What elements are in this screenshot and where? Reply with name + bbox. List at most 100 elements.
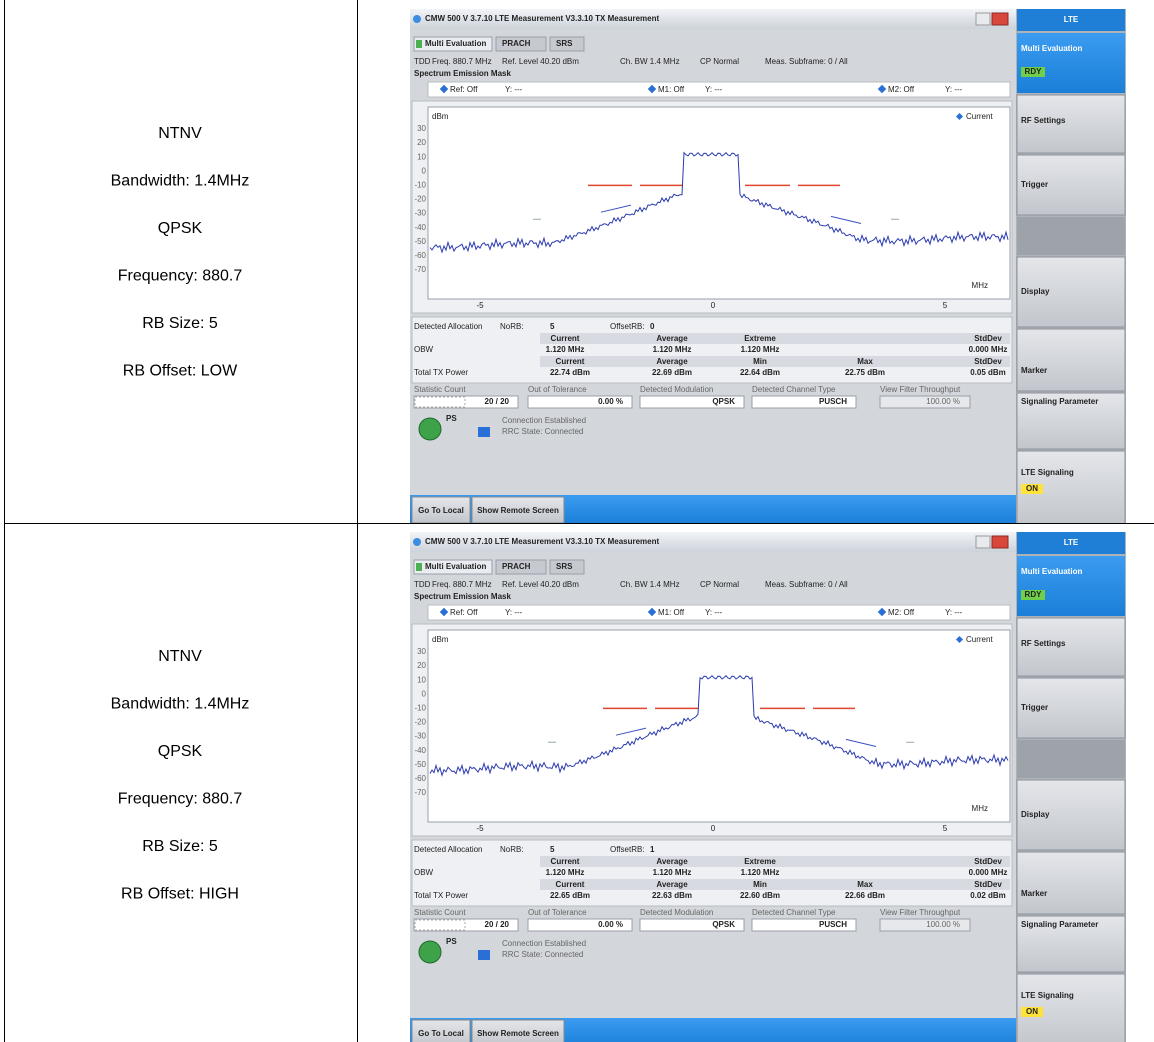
column-header: StdDev bbox=[974, 857, 1002, 866]
window-button bbox=[976, 536, 990, 548]
statistic-label: Detected Channel Type bbox=[752, 908, 836, 917]
y-axis-label: 20 bbox=[417, 661, 426, 670]
y-axis-label: 30 bbox=[417, 647, 426, 656]
x-axis-label: 0 bbox=[711, 301, 716, 310]
info-field: TDD bbox=[414, 580, 431, 589]
allocation-field: 1 bbox=[650, 845, 655, 854]
result-value: 0.05 dBm bbox=[970, 368, 1006, 377]
x-unit: MHz bbox=[972, 804, 988, 813]
marker-field: Y: --- bbox=[505, 608, 523, 617]
allocation-field: 5 bbox=[550, 322, 555, 331]
statistic-value: 100.00 % bbox=[926, 397, 960, 406]
status-label: RDY bbox=[1025, 67, 1043, 76]
document-table: NTNVBandwidth: 1.4MHzQPSKFrequency: 880.… bbox=[0, 0, 1154, 1042]
status-label: RDY bbox=[1025, 590, 1043, 599]
y-axis-label: 10 bbox=[417, 152, 426, 161]
sidebar-button[interactable] bbox=[1017, 33, 1125, 93]
description-line: RB Size: 5 bbox=[142, 838, 218, 855]
y-axis-label: -70 bbox=[414, 788, 426, 797]
y-unit: dBm bbox=[432, 635, 449, 644]
info-field: Ref. Level 40.20 dBm bbox=[502, 580, 579, 589]
page-body: NTNVBandwidth: 1.4MHzQPSKFrequency: 880.… bbox=[0, 0, 1154, 1042]
x-axis-label: 5 bbox=[943, 301, 948, 310]
statistic-label: View Filter Throughput bbox=[880, 385, 961, 394]
view-title: Spectrum Emission Mask bbox=[414, 592, 511, 601]
legend-label: Current bbox=[966, 112, 993, 121]
column-header: StdDev bbox=[974, 880, 1002, 889]
close-button bbox=[992, 536, 1008, 548]
row-label: OBW bbox=[414, 345, 434, 354]
column-header: Current bbox=[556, 357, 585, 366]
y-axis-label: -10 bbox=[414, 704, 426, 713]
tab-indicator bbox=[416, 40, 422, 48]
result-value: 1.120 MHz bbox=[546, 868, 585, 877]
description-line: Bandwidth: 1.4MHz bbox=[111, 696, 250, 713]
info-field: TDD bbox=[414, 57, 431, 66]
statistic-value: PUSCH bbox=[819, 920, 847, 929]
legend-label: Current bbox=[966, 635, 993, 644]
marker-field: Y: --- bbox=[505, 85, 523, 94]
info-field: Meas. Subframe: 0 / All bbox=[765, 580, 848, 589]
sidebar-button[interactable] bbox=[1017, 329, 1125, 391]
title-bar-text: CMW 500 V 3.7.10 LTE Measurement V3.3.10… bbox=[425, 537, 660, 546]
connection-field: PS bbox=[446, 414, 457, 423]
window-button bbox=[976, 13, 990, 25]
description-line: Frequency: 880.7 bbox=[118, 268, 243, 285]
result-value: 22.64 dBm bbox=[740, 368, 780, 377]
view-title: Spectrum Emission Mask bbox=[414, 69, 511, 78]
description-line: RB Offset: LOW bbox=[123, 363, 238, 380]
allocation-field: OffsetRB: bbox=[610, 322, 645, 331]
result-value: 22.65 dBm bbox=[550, 891, 590, 900]
description-line: QPSK bbox=[158, 743, 203, 760]
connection-icon bbox=[419, 418, 441, 440]
y-axis-label: -20 bbox=[414, 195, 426, 204]
marker-field: Y: --- bbox=[945, 85, 963, 94]
header-band bbox=[540, 356, 1010, 367]
tab-label: SRS bbox=[556, 39, 573, 48]
statistic-value: QPSK bbox=[712, 397, 735, 406]
tab-label: SRS bbox=[556, 562, 573, 571]
y-axis-label: 0 bbox=[422, 689, 427, 698]
result-value: 22.66 dBm bbox=[845, 891, 885, 900]
row-label: OBW bbox=[414, 868, 434, 877]
row-label: Total TX Power bbox=[414, 891, 468, 900]
description-line: RB Size: 5 bbox=[142, 315, 218, 332]
sidebar-button-label: Trigger bbox=[1021, 180, 1048, 189]
description-line: QPSK bbox=[158, 220, 203, 237]
allocation-field: 5 bbox=[550, 845, 555, 854]
sidebar-button-label: Marker bbox=[1021, 366, 1047, 375]
close-button bbox=[992, 13, 1008, 25]
column-header: Min bbox=[753, 880, 767, 889]
sidebar-button-label: Display bbox=[1021, 287, 1050, 296]
result-value: 1.120 MHz bbox=[653, 868, 692, 877]
y-axis-label: 10 bbox=[417, 675, 426, 684]
marker-field: Y: --- bbox=[705, 608, 723, 617]
tab-label: PRACH bbox=[502, 39, 531, 48]
statistic-label: Detected Modulation bbox=[640, 908, 713, 917]
connection-field: RRC State: Connected bbox=[502, 950, 583, 959]
connection-field: Connection Established bbox=[502, 416, 586, 425]
column-header: Extreme bbox=[744, 334, 776, 343]
column-header: Current bbox=[551, 857, 580, 866]
sidebar-button[interactable] bbox=[1017, 556, 1125, 616]
title-bar-text: CMW 500 V 3.7.10 LTE Measurement V3.3.10… bbox=[425, 14, 660, 23]
info-field: Meas. Subframe: 0 / All bbox=[765, 57, 848, 66]
statistic-label: Detected Channel Type bbox=[752, 385, 836, 394]
column-header: Current bbox=[551, 334, 580, 343]
result-value: 22.60 dBm bbox=[740, 891, 780, 900]
info-field: Ch. BW 1.4 MHz bbox=[620, 57, 680, 66]
result-value: 1.120 MHz bbox=[546, 345, 585, 354]
sidebar-button-label: Trigger bbox=[1021, 703, 1048, 712]
column-header: StdDev bbox=[974, 357, 1002, 366]
info-field: Freq. 880.7 MHz bbox=[432, 57, 492, 66]
x-axis-label: -5 bbox=[476, 824, 484, 833]
header-band bbox=[540, 879, 1010, 890]
sidebar-button-label: Signaling Parameter bbox=[1021, 920, 1098, 929]
tab-label: Multi Evaluation bbox=[425, 562, 486, 571]
sidebar-button[interactable] bbox=[1017, 852, 1125, 914]
column-header: Average bbox=[656, 334, 688, 343]
marker-field: Ref: Off bbox=[450, 608, 478, 617]
sidebar-button-label: Multi Evaluation bbox=[1021, 44, 1082, 53]
column-header: Average bbox=[656, 357, 688, 366]
statistic-value: PUSCH bbox=[819, 397, 847, 406]
